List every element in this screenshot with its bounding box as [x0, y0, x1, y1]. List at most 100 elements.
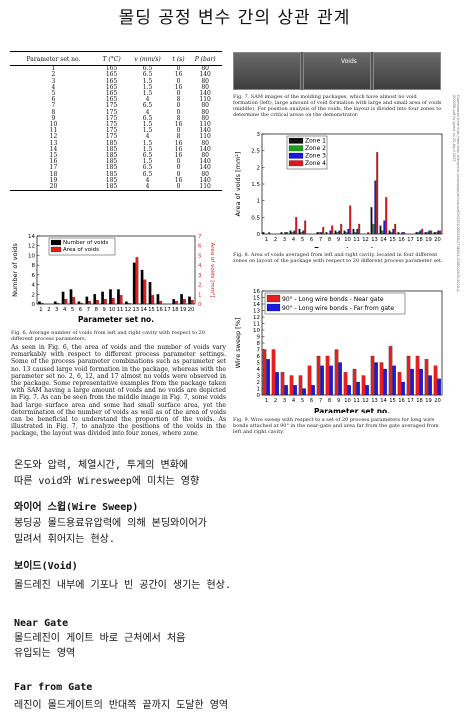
- x-tick-label: 2: [47, 307, 50, 313]
- table-cell: 0: [176, 90, 181, 98]
- near-gate-title: Near Gate: [14, 618, 69, 629]
- y-tick-label: 3: [257, 374, 261, 380]
- table-cell: 1.5: [142, 139, 153, 147]
- table-row: 16 185 1.5 0 140: [10, 159, 222, 165]
- table-cell: 140: [199, 164, 211, 172]
- bar: [302, 230, 305, 235]
- bar: [401, 381, 405, 396]
- x-tick-label: 18: [416, 237, 423, 243]
- table-cell: 80: [201, 108, 209, 116]
- bar: [93, 294, 97, 305]
- table-cell: 140: [199, 145, 211, 153]
- y2-tick-label: 2: [198, 283, 202, 289]
- y-tick-label: 16: [253, 289, 260, 295]
- table-cell: 185: [105, 164, 118, 172]
- table-cell: 185: [105, 145, 118, 153]
- voids-label: Voids: [341, 58, 357, 65]
- table-cell: 175: [105, 108, 118, 116]
- legend-label: Zone 2: [305, 145, 326, 152]
- bar: [336, 232, 339, 235]
- y2-axis-label: Area of voids [mm²]: [209, 243, 216, 298]
- table-row: 8 175 4 0 80: [10, 108, 222, 116]
- bar: [338, 230, 341, 235]
- bar: [331, 225, 334, 235]
- table-cell: 80: [201, 139, 209, 147]
- table-cell: 16: [174, 121, 183, 129]
- bar: [354, 232, 357, 235]
- table-cell: 110: [199, 121, 211, 129]
- x-axis-label: Parameter set no.: [78, 315, 154, 324]
- bar: [356, 228, 359, 235]
- bar: [293, 230, 296, 235]
- y-tick-label: 4: [32, 283, 36, 289]
- x-tick-label: 1: [265, 237, 268, 243]
- x-tick-label: 4: [292, 398, 296, 404]
- bar: [388, 346, 393, 396]
- bar: [61, 291, 65, 305]
- y-tick-label: 10: [28, 253, 35, 259]
- table-cell: 140: [199, 158, 211, 166]
- bar: [410, 368, 414, 396]
- table-cell: 16: [174, 139, 183, 147]
- table-row: 2 165 6.5 16 140: [10, 72, 222, 78]
- bar: [437, 230, 440, 235]
- x-tick-label: 16: [398, 237, 405, 243]
- table-cell: 6.5: [142, 170, 153, 178]
- x-tick-label: 4: [63, 307, 67, 313]
- bar: [347, 385, 351, 396]
- table-header-cell: P (bar): [188, 56, 222, 67]
- legend-label: Area of voids: [63, 247, 99, 253]
- table-cell: 4: [51, 83, 56, 91]
- bar: [271, 349, 276, 396]
- plot-frame: [36, 235, 196, 305]
- table-row: 13 185 1.5 16 80: [10, 139, 222, 147]
- bar: [343, 230, 346, 235]
- bar: [343, 372, 348, 396]
- table-cell: 15: [49, 152, 58, 160]
- table-cell: 0: [176, 158, 181, 166]
- y-tick-label: 3: [257, 132, 261, 138]
- bar: [289, 230, 292, 235]
- sam-images: Voids: [233, 52, 441, 90]
- x-tick-label: 12: [362, 398, 369, 404]
- table-header-cell: T (°C): [96, 56, 127, 67]
- table-cell: 140: [199, 71, 211, 79]
- y-tick-label: 2: [257, 165, 261, 171]
- table-top-rule: [10, 51, 222, 52]
- table-cell: 2: [51, 71, 56, 79]
- bar: [325, 355, 330, 396]
- table-cell: 16: [174, 71, 183, 79]
- table-cell: 80: [201, 65, 209, 73]
- bar: [374, 180, 377, 235]
- legend-label: 90° - Long wire bonds - Near gate: [282, 296, 384, 303]
- fig7-caption: Fig. 7. SAM images of the molding packag…: [233, 94, 442, 118]
- table-cell: 80: [201, 102, 209, 110]
- body-paragraph-2: As illustrated in Fig. 7, to analyze the…: [11, 416, 227, 438]
- table-cell: 165: [105, 77, 118, 85]
- far-gate-desc: 레진이 몰드게이트의 반대쪽 끝까지 도달한 영역: [14, 700, 229, 711]
- x-tick-label: 9: [337, 398, 340, 404]
- sam-image-right: [373, 52, 441, 90]
- x-tick-label: 7: [87, 307, 90, 313]
- table-cell: 140: [199, 127, 211, 135]
- table-cell: 165: [105, 96, 118, 104]
- bar: [397, 372, 402, 396]
- table-cell: 8: [176, 114, 181, 122]
- fig6-caption: Fig. 6. Average number of voids from lef…: [11, 330, 206, 342]
- bar: [307, 365, 312, 396]
- y2-tick-label: 7: [198, 234, 202, 240]
- table-cell: 1.5: [142, 127, 153, 135]
- y-tick-label: 14: [28, 234, 35, 240]
- y-tick-label: 13: [253, 309, 260, 315]
- table-cell: 185: [105, 152, 118, 160]
- x-tick-label: 8: [95, 307, 98, 313]
- table-cell: 175: [105, 114, 118, 122]
- legend-box: [48, 237, 116, 256]
- download-notice: Downloaded from http://meridian.allenpre…: [452, 95, 460, 293]
- x-tick-label: 7: [319, 237, 322, 243]
- table-row: 19 185 4 16 140: [10, 177, 222, 184]
- bar: [329, 230, 332, 235]
- bar: [156, 294, 160, 305]
- bar: [334, 230, 337, 235]
- bar: [289, 375, 294, 396]
